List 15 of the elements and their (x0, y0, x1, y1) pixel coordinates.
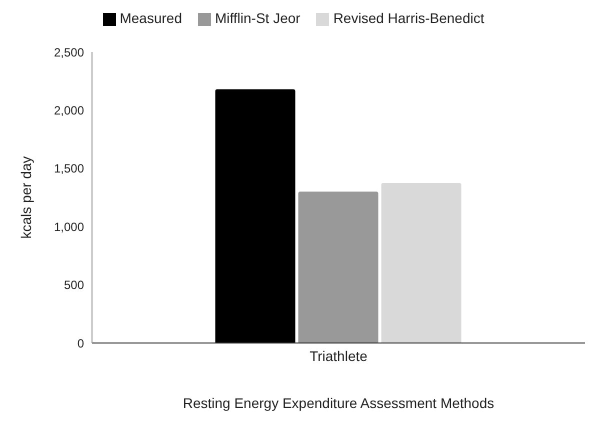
y-tick-label: 0 (77, 336, 84, 350)
y-tick-label: 1,000 (54, 220, 84, 234)
legend-label: Revised Harris-Benedict (333, 10, 484, 26)
y-tick-label: 1,500 (54, 162, 84, 176)
y-axis-title: kcals per day (18, 156, 34, 239)
y-tick-label: 2,500 (54, 45, 84, 60)
y-tick-label: 2,000 (54, 103, 84, 118)
x-axis-title: Resting Energy Expenditure Assessment Methods (182, 394, 494, 411)
bar (381, 182, 462, 343)
legend-label: Mifflin-St Jeor (214, 10, 300, 26)
x-tick-label: Triathlete (310, 348, 368, 364)
bar (215, 89, 296, 343)
y-tick-label: 500 (64, 278, 84, 292)
bar (298, 192, 378, 343)
legend-label: Measured (120, 10, 182, 26)
